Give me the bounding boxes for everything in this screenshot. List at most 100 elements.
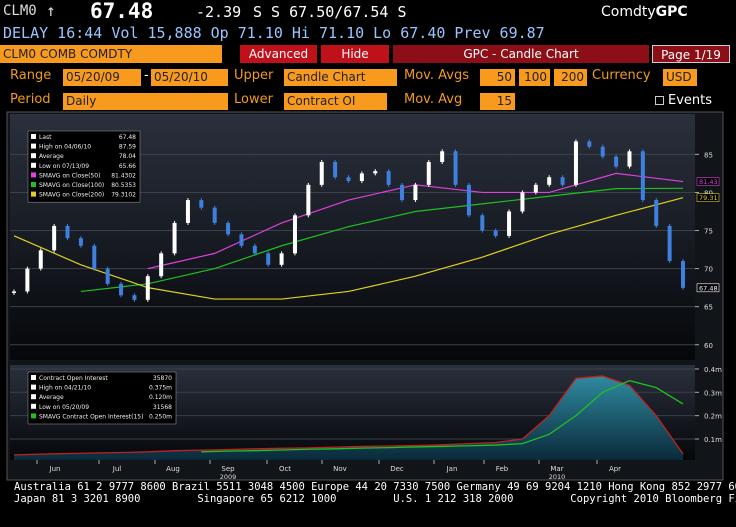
change: -2.39 [196, 3, 242, 21]
hide-button[interactable]: Hide [321, 45, 389, 63]
candle [627, 151, 632, 167]
period-field[interactable]: Daily [63, 93, 228, 110]
candle [453, 151, 458, 185]
year-label: 2010 [549, 473, 566, 481]
y-tick-label: 0.3m [704, 389, 722, 397]
page-indicator[interactable]: Page 1/19 [652, 45, 730, 63]
mov-avg-label: Mov. Avg [404, 92, 463, 107]
candle [92, 245, 97, 269]
legend-value: 79.3102 [111, 192, 136, 199]
legend-value: 65.66 [119, 163, 136, 170]
mov-avg-field[interactable]: 100 [519, 69, 550, 86]
candle [199, 200, 204, 208]
candle [667, 225, 672, 261]
candle [413, 184, 418, 201]
moving-average [80, 187, 684, 293]
legend-value: 87.59 [119, 144, 136, 151]
x-tick-label: Jan [446, 465, 458, 473]
security-field[interactable]: CLM0 COMB COMDTY [0, 45, 222, 63]
quote-field: Op 71.10 [210, 24, 283, 42]
candle [212, 207, 217, 223]
candle [239, 234, 244, 246]
candle [400, 184, 405, 201]
legend-label: Average [39, 394, 64, 401]
advanced-button[interactable]: Advanced [240, 45, 317, 63]
legend-swatch [31, 134, 36, 139]
oi-area [14, 375, 683, 460]
legend-swatch [31, 191, 36, 197]
candle [306, 184, 311, 216]
price-tag [696, 193, 720, 203]
legend-box [27, 130, 141, 203]
mov-avg-field[interactable]: 50 [480, 69, 515, 86]
candle [654, 200, 659, 226]
legend-swatch [31, 182, 36, 187]
candle [493, 230, 498, 236]
candle [279, 253, 284, 265]
x-tick-label: Oct [279, 465, 291, 473]
candle [480, 215, 485, 231]
legend-value: 0.375m [149, 385, 172, 392]
mov-avgs-label: Mov. Avgs [404, 68, 469, 83]
screen-name: ComdtyGPC [601, 4, 688, 20]
legend-value: 80.5353 [111, 182, 136, 189]
legend-value: 31568 [153, 404, 172, 411]
start-date[interactable]: 05/20/09 [63, 69, 141, 86]
legend-label: Average [39, 153, 64, 160]
upper-field[interactable]: Candle Chart [284, 69, 397, 86]
currency-field[interactable]: USD [663, 69, 697, 86]
legend-value: 0.250m [149, 413, 172, 420]
x-tick-label: Apr [609, 465, 621, 473]
screen-type: Comdty [601, 4, 656, 20]
lower-label: Lower [234, 92, 273, 107]
year-label: 2009 [220, 473, 237, 481]
legend-swatch [31, 375, 36, 380]
candle [172, 222, 177, 254]
y-tick-label: 75 [704, 228, 713, 236]
candle [640, 151, 645, 201]
price-tag-label: 79.31 [699, 194, 718, 202]
candle [466, 184, 471, 216]
y-tick-label: 0.4m [704, 366, 722, 374]
oi-moving-average [201, 379, 684, 453]
candle [292, 215, 297, 254]
footer: Australia 61 2 9777 8600 Brazil 5511 304… [14, 481, 736, 505]
candle [65, 225, 70, 239]
mov-avg-field[interactable]: 200 [554, 69, 587, 86]
candle [386, 171, 391, 185]
legend-swatch [31, 172, 36, 178]
quote-field: Hi 71.10 [291, 24, 365, 42]
x-tick-label: Mar [550, 465, 563, 473]
y-tick-label: 0.2m [704, 413, 722, 421]
legend-box [27, 371, 177, 425]
candle [145, 276, 150, 300]
y-tick-label: 65 [704, 304, 713, 312]
events-label: Events [668, 93, 713, 108]
legend-label: Low on 07/13/09 [39, 163, 89, 170]
legend-value: 35870 [153, 375, 172, 382]
upper-label: Upper [234, 68, 274, 83]
x-tick-label: Jun [49, 465, 61, 473]
candle [12, 291, 16, 293]
mov-avg-field[interactable]: 15 [480, 93, 515, 110]
candle [533, 184, 538, 193]
end-date[interactable]: 05/20/10 [151, 69, 228, 86]
legend: Contract Open Interest 35870 High on 04/21… [27, 371, 177, 425]
legend-swatch [31, 162, 36, 168]
candle [587, 141, 592, 147]
legend-value: 78.04 [119, 153, 136, 160]
lower-field[interactable]: Contract OI [284, 93, 387, 110]
candle [252, 245, 257, 254]
candle [105, 268, 110, 284]
events-checkbox[interactable] [655, 96, 664, 105]
candle [333, 161, 338, 178]
candle [159, 253, 164, 277]
candle [78, 238, 83, 246]
footer-line: Australia 61 2 9777 8600 Brazil 5511 304… [14, 481, 736, 493]
candle [547, 177, 552, 185]
price-tag-label: 67.48 [699, 284, 718, 292]
screen-title: GPC - Candle Chart [393, 45, 649, 63]
legend-swatch [31, 413, 36, 419]
candle [346, 177, 351, 182]
